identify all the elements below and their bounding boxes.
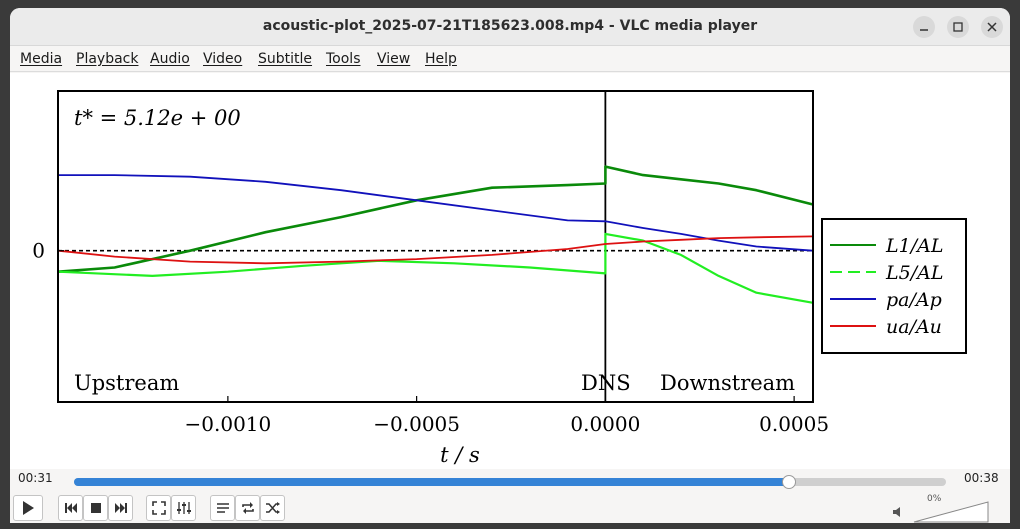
equalizer-icon <box>176 501 192 515</box>
menu-video[interactable]: Video <box>203 51 243 67</box>
vlc-window: acoustic-plot_2025-07-21T185623.008.mp4 … <box>10 8 1010 523</box>
stop-icon <box>90 502 102 514</box>
series-line-l5-al <box>57 232 814 304</box>
series-line-pa-ap <box>58 174 814 252</box>
x-tick-label: −0.0010 <box>185 412 272 436</box>
fullscreen-icon <box>151 501 166 515</box>
window-title: acoustic-plot_2025-07-21T185623.008.mp4 … <box>262 18 758 34</box>
legend-label-pa-ap: pa/Ap <box>886 289 942 311</box>
speaker-muted-icon[interactable] <box>892 503 904 522</box>
stop-button[interactable] <box>83 495 108 521</box>
plot-frame <box>57 90 814 403</box>
menu-help[interactable]: Help <box>425 51 457 67</box>
x-tick-label: 0.0005 <box>759 412 829 436</box>
volume-percent: 0% <box>927 494 942 504</box>
shuffle-icon <box>265 501 281 515</box>
region-label-upstream: Upstream <box>74 371 179 395</box>
legend-label-ua-au: ua/Au <box>886 316 942 338</box>
close-icon[interactable] <box>981 16 1003 38</box>
minimize-icon[interactable] <box>913 16 935 38</box>
control-bar: 00:31 00:38 <box>10 469 1010 523</box>
title-bar[interactable]: acoustic-plot_2025-07-21T185623.008.mp4 … <box>10 8 1010 46</box>
region-label-dns: DNS <box>581 371 631 395</box>
playlist-icon <box>216 502 230 514</box>
seek-handle[interactable] <box>782 475 797 489</box>
extended-settings-button[interactable] <box>171 495 196 521</box>
menu-audio[interactable]: Audio <box>150 51 190 67</box>
maximize-icon[interactable] <box>947 16 969 38</box>
menu-tools[interactable]: Tools <box>326 51 361 67</box>
play-icon <box>21 500 35 516</box>
time-annotation: t* = 5.12e + 00 <box>74 106 241 130</box>
skip-forward-icon <box>114 502 128 514</box>
shuffle-button[interactable] <box>260 495 285 521</box>
play-button[interactable] <box>13 495 43 521</box>
seek-progress <box>74 478 790 486</box>
series-line-l1-al <box>57 165 814 273</box>
skip-back-icon <box>64 502 78 514</box>
elapsed-time: 00:31 <box>18 471 53 485</box>
menu-subtitle[interactable]: Subtitle <box>258 51 313 67</box>
x-axis-label: t / s <box>440 443 480 467</box>
legend: L1/AL L5/AL pa/Ap ua/Au <box>821 218 967 354</box>
total-time: 00:38 <box>964 471 999 485</box>
loop-button[interactable] <box>235 495 260 521</box>
video-area[interactable]: t* = 5.12e + 00 Upstream DNS Downstream … <box>10 73 1010 469</box>
previous-button[interactable] <box>58 495 83 521</box>
series-line-ua-au <box>57 235 814 265</box>
menu-view[interactable]: View <box>377 51 411 67</box>
playlist-button[interactable] <box>210 495 235 521</box>
legend-label-l5-al: L5/AL <box>885 262 943 284</box>
fullscreen-button[interactable] <box>146 495 171 521</box>
menu-playback[interactable]: Playback <box>76 51 139 67</box>
x-tick-label: 0.0000 <box>570 412 640 436</box>
y-tick-label: 0 <box>32 239 45 263</box>
region-label-downstream: Downstream <box>660 371 795 395</box>
loop-icon <box>240 501 256 515</box>
next-button[interactable] <box>108 495 133 521</box>
legend-label-l1-al: L1/AL <box>885 235 943 257</box>
seek-bar[interactable] <box>74 478 946 486</box>
volume-slider[interactable] <box>913 501 989 523</box>
menu-bar: Media Playback Audio Video Subtitle Tool… <box>10 46 1010 72</box>
acoustic-plot: t* = 5.12e + 00 Upstream DNS Downstream … <box>32 90 967 467</box>
legend-box <box>821 218 967 354</box>
x-tick-label: −0.0005 <box>373 412 460 436</box>
menu-media[interactable]: Media <box>20 51 63 67</box>
